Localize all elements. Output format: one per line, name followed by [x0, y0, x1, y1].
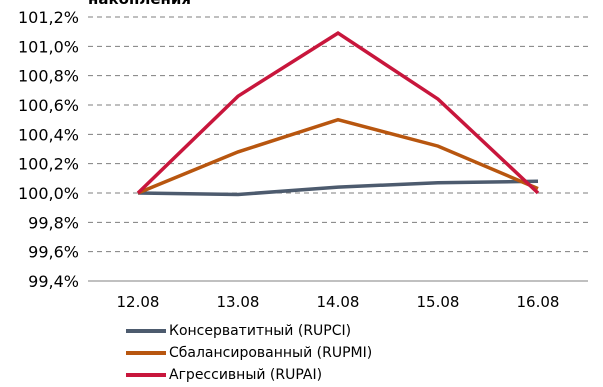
y-tick-label: 100,6% [18, 96, 79, 115]
legend-label: Консерватитный (RUPCI) [169, 323, 352, 339]
y-tick-label: 101,0% [18, 37, 79, 56]
x-tick-labels: 12.08 13.08 14.08 15.08 16.08 [117, 293, 560, 311]
y-tick-label: 101,2% [18, 8, 79, 27]
series-line-1 [137, 179, 539, 197]
x-tick-label: 15.08 [417, 293, 460, 311]
x-tick-label: 13.08 [217, 293, 260, 311]
series-line-2 [137, 117, 539, 195]
x-tick-label: 14.08 [317, 293, 360, 311]
legend-swatch [126, 329, 166, 333]
y-tick-labels: 99,4% 99,6% 99,8% 100,0% 100,2% 100,4% 100,6% 1… [18, 8, 79, 291]
y-tick-label: 100,4% [18, 125, 79, 144]
y-tick-label: 99,4% [28, 272, 79, 291]
legend-item: Агрессивный (RUPAI) [126, 364, 372, 386]
legend-swatch [126, 351, 166, 355]
x-tick-label: 16.08 [517, 293, 560, 311]
y-tick-label: 99,8% [28, 213, 79, 232]
legend-label: Сбалансированный (RUPMI) [169, 345, 373, 361]
chart-title: накопления [88, 0, 191, 8]
legend-swatch [126, 373, 166, 377]
x-tick-label: 12.08 [117, 293, 160, 311]
grid-lines [88, 16, 588, 282]
y-tick-label: 100,2% [18, 155, 79, 174]
series-lines [136, 31, 540, 197]
series-line-3 [136, 31, 540, 195]
y-tick-label: 99,6% [28, 243, 79, 262]
y-tick-label: 100,8% [18, 67, 79, 86]
legend-label: Агрессивный (RUPAI) [169, 367, 323, 383]
legend: Консерватитный (RUPCI) Сбалансированный (… [126, 320, 372, 386]
legend-item: Консерватитный (RUPCI) [126, 320, 372, 342]
y-tick-label: 100,0% [18, 184, 79, 203]
legend-item: Сбалансированный (RUPMI) [126, 342, 372, 364]
